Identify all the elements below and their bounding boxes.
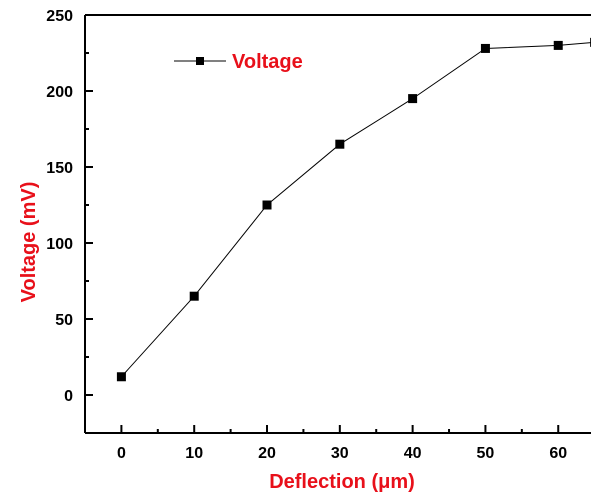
x-tick-label: 0 [117, 445, 126, 462]
x-tick-label: 10 [185, 445, 203, 462]
y-axis-ticks: 0 50 100 150 200 250 [46, 8, 93, 405]
y-tick-label: 200 [46, 84, 73, 101]
y-tick-label: 50 [55, 312, 73, 329]
y-tick-label: 250 [46, 8, 73, 25]
data-point-marker [262, 200, 272, 210]
legend: Voltage [174, 51, 303, 73]
legend-marker [196, 57, 204, 65]
data-point-marker [480, 43, 490, 53]
x-axis-ticks: 0 10 20 30 40 50 60 [117, 425, 567, 462]
y-axis-title: Voltage (mV) [18, 182, 40, 303]
data-point-marker [116, 372, 126, 382]
data-point-marker [553, 40, 563, 50]
data-point-marker [335, 139, 345, 149]
x-tick-label: 50 [477, 445, 495, 462]
y-tick-label: 150 [46, 160, 73, 177]
legend-label: Voltage [232, 51, 303, 73]
series-line-voltage [121, 42, 591, 378]
y-tick-label: 100 [46, 236, 73, 253]
x-axis-title: Deflection (μm) [269, 471, 415, 493]
plot-frame [84, 14, 591, 434]
x-tick-label: 60 [549, 445, 567, 462]
data-point-marker [189, 291, 199, 301]
x-tick-label: 30 [331, 445, 349, 462]
data-point-marker [408, 94, 418, 104]
x-tick-label: 20 [258, 445, 276, 462]
x-tick-label: 40 [404, 445, 422, 462]
y-tick-label: 0 [64, 388, 73, 405]
series-layer [116, 37, 591, 382]
